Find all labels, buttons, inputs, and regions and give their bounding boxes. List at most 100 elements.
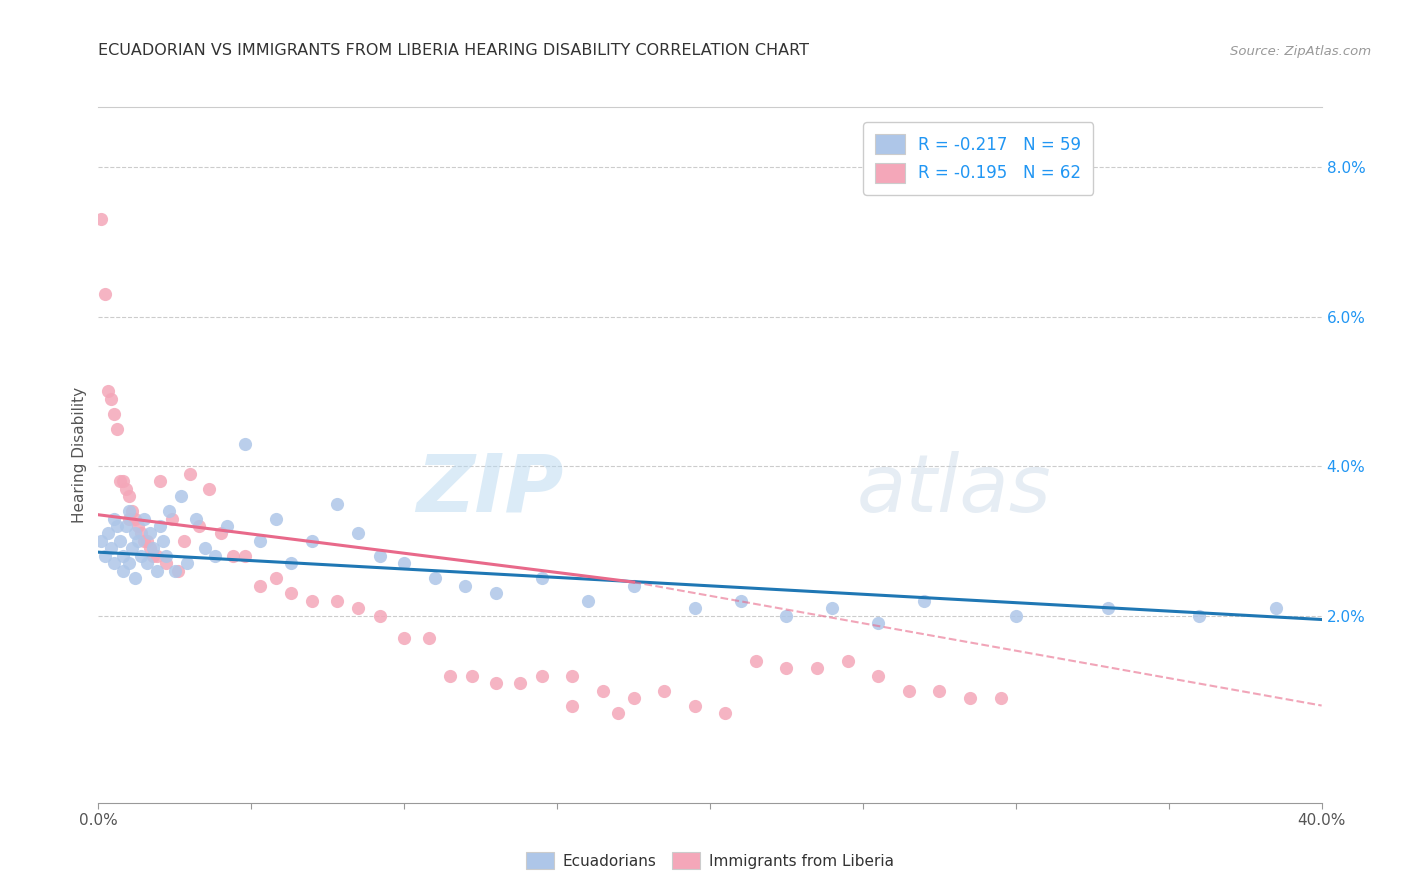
Point xyxy=(121,541,143,556)
Point xyxy=(530,668,553,682)
Point xyxy=(576,594,599,608)
Point xyxy=(142,541,165,556)
Point xyxy=(136,557,159,571)
Point xyxy=(561,668,583,682)
Point xyxy=(821,601,844,615)
Point xyxy=(134,533,156,548)
Point xyxy=(454,579,477,593)
Point xyxy=(233,549,256,563)
Point xyxy=(163,564,186,578)
Point xyxy=(392,557,416,571)
Point xyxy=(100,392,122,406)
Point xyxy=(100,541,122,556)
Point xyxy=(97,384,120,399)
Point xyxy=(139,541,162,556)
Point xyxy=(530,571,553,585)
Point xyxy=(90,533,112,548)
Point xyxy=(118,557,141,571)
Point xyxy=(912,594,935,608)
Point xyxy=(561,698,583,713)
Point xyxy=(129,549,152,563)
Point xyxy=(368,608,391,623)
Point xyxy=(103,407,125,421)
Point xyxy=(418,631,440,645)
Point xyxy=(108,474,131,488)
Point xyxy=(111,549,134,563)
Point xyxy=(209,526,232,541)
Point xyxy=(347,526,370,541)
Point xyxy=(115,482,138,496)
Point xyxy=(111,564,134,578)
Point xyxy=(745,654,768,668)
Point xyxy=(423,571,446,585)
Point xyxy=(264,511,287,525)
Point xyxy=(149,474,172,488)
Point xyxy=(485,676,508,690)
Point xyxy=(93,549,115,563)
Point xyxy=(188,519,211,533)
Point xyxy=(197,482,219,496)
Point xyxy=(592,683,614,698)
Point xyxy=(897,683,920,698)
Point xyxy=(280,557,302,571)
Point xyxy=(145,564,167,578)
Point xyxy=(222,549,245,563)
Point xyxy=(124,511,146,525)
Point xyxy=(775,608,797,623)
Point xyxy=(118,489,141,503)
Point xyxy=(485,586,508,600)
Point xyxy=(194,541,217,556)
Point xyxy=(837,654,859,668)
Point xyxy=(623,579,645,593)
Point xyxy=(157,504,180,518)
Point xyxy=(173,533,195,548)
Point xyxy=(652,683,675,698)
Point xyxy=(97,526,120,541)
Point xyxy=(155,557,177,571)
Point xyxy=(326,497,349,511)
Point xyxy=(301,594,323,608)
Point xyxy=(108,533,131,548)
Point xyxy=(623,691,645,706)
Point xyxy=(868,616,890,631)
Point xyxy=(118,504,141,518)
Point xyxy=(186,511,208,525)
Point xyxy=(928,683,950,698)
Point xyxy=(105,422,128,436)
Point xyxy=(249,533,271,548)
Point xyxy=(170,489,193,503)
Point xyxy=(118,511,141,525)
Point xyxy=(868,668,890,682)
Point xyxy=(167,564,190,578)
Point xyxy=(509,676,531,690)
Text: ZIP: ZIP xyxy=(416,450,564,529)
Point xyxy=(139,526,162,541)
Y-axis label: Hearing Disability: Hearing Disability xyxy=(72,387,87,523)
Point xyxy=(683,601,706,615)
Point xyxy=(990,691,1012,706)
Point xyxy=(249,579,271,593)
Point xyxy=(392,631,416,645)
Point xyxy=(127,533,149,548)
Point xyxy=(1004,608,1026,623)
Point xyxy=(326,594,349,608)
Point xyxy=(347,601,370,615)
Point xyxy=(714,706,737,720)
Point xyxy=(215,519,238,533)
Point xyxy=(124,571,146,585)
Point xyxy=(1097,601,1119,615)
Text: Source: ZipAtlas.com: Source: ZipAtlas.com xyxy=(1230,45,1371,58)
Point xyxy=(160,511,183,525)
Point xyxy=(129,526,152,541)
Point xyxy=(204,549,226,563)
Point xyxy=(155,549,177,563)
Point xyxy=(93,287,115,301)
Point xyxy=(176,557,198,571)
Text: ECUADORIAN VS IMMIGRANTS FROM LIBERIA HEARING DISABILITY CORRELATION CHART: ECUADORIAN VS IMMIGRANTS FROM LIBERIA HE… xyxy=(98,43,810,58)
Point xyxy=(368,549,391,563)
Point xyxy=(959,691,981,706)
Point xyxy=(1188,608,1211,623)
Point xyxy=(103,511,125,525)
Text: atlas: atlas xyxy=(856,450,1052,529)
Point xyxy=(460,668,482,682)
